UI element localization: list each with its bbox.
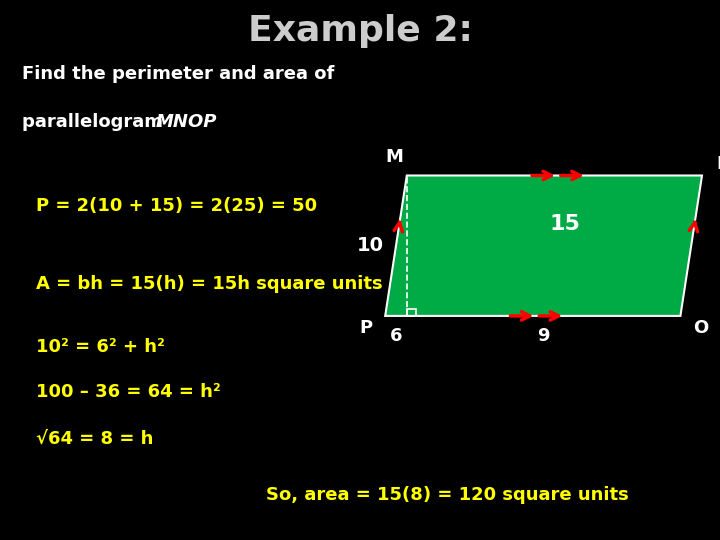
Text: A = bh = 15(h) = 15h square units: A = bh = 15(h) = 15h square units bbox=[36, 275, 382, 293]
Text: parallelogram: parallelogram bbox=[22, 113, 169, 131]
Text: 10: 10 bbox=[357, 236, 384, 255]
Text: M: M bbox=[385, 148, 403, 166]
Text: √64 = 8 = h: √64 = 8 = h bbox=[36, 429, 153, 447]
Polygon shape bbox=[385, 176, 702, 316]
Text: P: P bbox=[359, 319, 372, 336]
Bar bbox=[407, 309, 416, 316]
Text: P = 2(10 + 15) = 2(25) = 50: P = 2(10 + 15) = 2(25) = 50 bbox=[36, 197, 317, 215]
Text: Find the perimeter and area of: Find the perimeter and area of bbox=[22, 65, 334, 83]
Text: Example 2:: Example 2: bbox=[248, 14, 472, 48]
Text: 6: 6 bbox=[390, 327, 402, 345]
Text: So, area = 15(8) = 120 square units: So, area = 15(8) = 120 square units bbox=[266, 486, 629, 504]
Text: N: N bbox=[716, 155, 720, 173]
Text: MNOP: MNOP bbox=[156, 113, 217, 131]
Text: 9: 9 bbox=[537, 327, 550, 345]
Text: O: O bbox=[693, 319, 708, 336]
Text: 15: 15 bbox=[550, 214, 580, 234]
Text: 100 – 36 = 64 = h²: 100 – 36 = 64 = h² bbox=[36, 383, 221, 401]
Text: 10² = 6² + h²: 10² = 6² + h² bbox=[36, 338, 165, 355]
